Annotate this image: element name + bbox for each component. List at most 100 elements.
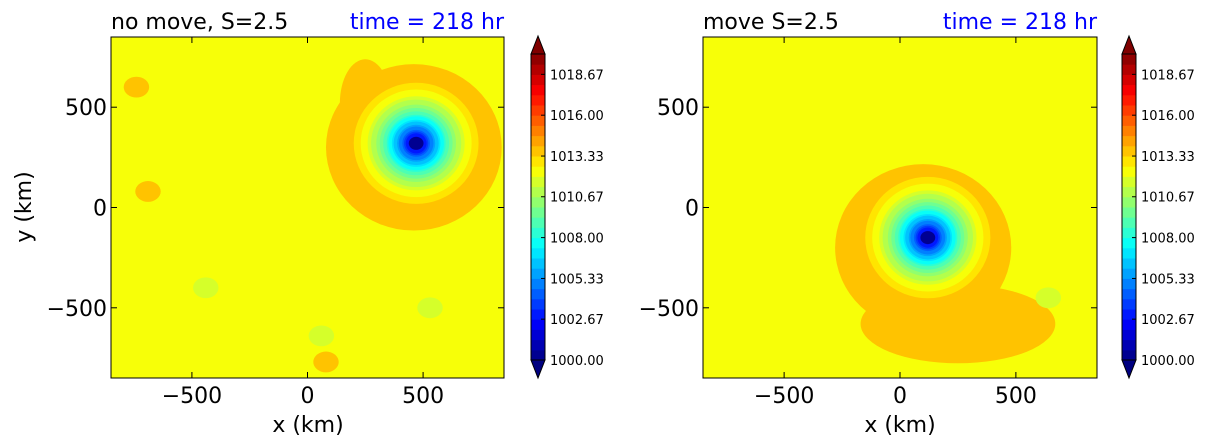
colorbar-swatch	[1122, 166, 1136, 177]
colorbar-swatch	[1122, 125, 1136, 137]
colorbar-extend-min	[1121, 359, 1137, 380]
field-blob	[123, 76, 150, 98]
colorbar-frame	[530, 53, 546, 361]
colorbar-swatch	[1122, 237, 1136, 249]
colorbar-swatch	[1122, 298, 1136, 310]
colorbar-swatch	[531, 309, 545, 320]
colorbar-swatch	[531, 105, 545, 116]
colorbar-extend-max	[1121, 34, 1137, 55]
field-blob	[193, 277, 219, 299]
colorbar-swatch	[531, 339, 545, 351]
colorbar-swatch	[1122, 84, 1136, 96]
colorbar-swatch	[1122, 115, 1136, 126]
colorbar-swatch	[531, 64, 545, 75]
y-tick-label: 0	[93, 197, 107, 222]
colorbar-extend-max	[530, 34, 546, 55]
colorbar-left: 1000.00 1002.67 1005.33 1008.00 1010.67 1013.…	[530, 34, 604, 380]
field-tail	[860, 284, 1056, 364]
colorbar-swatch	[531, 115, 545, 126]
colorbar-swatch	[531, 278, 545, 290]
colorbar-swatch	[1122, 278, 1136, 290]
x-tick-label: 500	[995, 384, 1037, 409]
colorbar-swatch	[1122, 309, 1136, 320]
colorbar-swatch	[531, 166, 545, 177]
colorbar-tick-label: 1005.33	[1141, 272, 1195, 287]
colorbar-swatch	[531, 349, 545, 361]
colorbar-swatch	[531, 207, 545, 218]
colorbar-swatch	[1122, 105, 1136, 116]
colorbar-swatch	[531, 217, 545, 228]
colorbar-swatch	[1122, 349, 1136, 361]
field-blob	[417, 297, 443, 319]
field-blob	[308, 325, 335, 347]
colorbar-tick-label: 1013.33	[1141, 150, 1195, 165]
colorbar-swatch	[1122, 196, 1136, 208]
colorbar-tick-label: 1000.00	[1141, 354, 1195, 369]
y-tick-label: 500	[65, 96, 107, 121]
panel-left-plot	[111, 37, 504, 378]
y-tick-label: −500	[47, 297, 107, 322]
colorbar-swatch	[531, 84, 545, 96]
panel-left-ylabel: y (km)	[12, 171, 37, 242]
vortex-core	[408, 136, 424, 150]
x-tick-label: 0	[301, 384, 315, 409]
colorbar-swatch	[1122, 54, 1136, 65]
colorbar-swatch	[531, 135, 545, 147]
x-tick-label: 500	[402, 384, 444, 409]
colorbar-tick-label: 1000.00	[550, 354, 604, 369]
colorbar-tick-label: 1013.33	[550, 150, 604, 165]
colorbar-swatch	[1122, 186, 1136, 198]
colorbar-swatch	[1122, 135, 1136, 147]
colorbar-swatch	[531, 237, 545, 249]
colorbar-swatch	[1122, 227, 1136, 239]
colorbar-swatch	[1122, 176, 1136, 188]
x-tick-label: 0	[893, 384, 907, 409]
colorbar-swatch	[531, 94, 545, 106]
colorbar-tick-label: 1002.67	[550, 313, 604, 328]
colorbar-tick-label: 1016.00	[550, 109, 604, 124]
panel-right-ticks: −500 0 500 −500 0 500	[639, 37, 1097, 409]
colorbar-swatch	[1122, 207, 1136, 218]
colorbar-swatch	[1122, 329, 1136, 341]
colorbar-tick-label: 1018.67	[550, 68, 604, 83]
colorbar-tick-label: 1002.67	[1141, 313, 1195, 328]
colorbar-swatch	[531, 268, 545, 279]
colorbar-swatch	[531, 176, 545, 188]
panel-left: no move, S=2.5 time = 218 hr −500 0 500−50…	[12, 10, 505, 438]
colorbar-swatch	[531, 156, 545, 167]
panel-left-ticks: −500 0 500 −500 0 500	[47, 37, 504, 409]
colorbar-swatch	[1122, 156, 1136, 167]
colorbar-swatch	[1122, 74, 1136, 86]
colorbar-extend-min	[530, 359, 546, 380]
y-tick-label: −500	[639, 297, 699, 322]
panel-left-xlabel: x (km)	[272, 413, 343, 438]
colorbar-swatch	[1122, 268, 1136, 279]
y-tick-label: 0	[685, 197, 699, 222]
field-blob	[313, 351, 339, 373]
colorbar-tick-label: 1010.67	[550, 191, 604, 206]
colorbar-swatch	[1122, 217, 1136, 228]
colorbar-swatch	[531, 258, 545, 269]
x-tick-label: −500	[162, 384, 222, 409]
colorbar-swatch	[1122, 145, 1136, 157]
colorbar-tick-label: 1008.00	[1141, 232, 1195, 247]
colorbar-swatch	[531, 54, 545, 65]
colorbar-tick-label: 1005.33	[550, 272, 604, 287]
colorbar-tick-label: 1010.67	[1141, 191, 1195, 206]
colorbar-tick-label: 1008.00	[550, 232, 604, 247]
colorbar-swatch	[531, 186, 545, 198]
colorbar-swatch	[1122, 258, 1136, 269]
colorbar-swatch	[1122, 339, 1136, 351]
panel-left-title: no move, S=2.5	[111, 10, 288, 35]
panel-right: move S=2.5 time = 218 hr −500 0 500 −500 0 50…	[639, 10, 1098, 438]
colorbar-frame	[1121, 53, 1137, 361]
colorbar-right: 1000.00 1002.67 1005.33 1008.00 1010.67 1013.…	[1121, 34, 1195, 380]
field-blob	[1035, 287, 1062, 309]
colorbar-tick-label: 1018.67	[1141, 68, 1195, 83]
colorbar-swatch	[531, 227, 545, 239]
y-tick-label: 500	[657, 96, 699, 121]
colorbar-swatch	[531, 125, 545, 137]
colorbar-tick-label: 1016.00	[1141, 109, 1195, 124]
colorbar-swatch	[531, 319, 545, 330]
